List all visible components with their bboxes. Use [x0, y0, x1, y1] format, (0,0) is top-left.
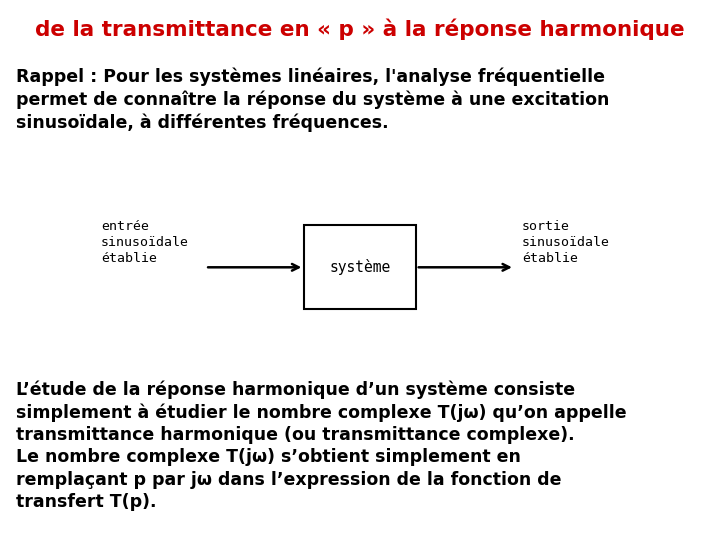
Text: système: système [329, 259, 391, 275]
Bar [304, 226, 416, 309]
Text: entrée
sinusoïdale
établie: entrée sinusoïdale établie [101, 220, 189, 265]
Text: Rappel : Pour les systèmes linéaires, l'analyse fréquentielle
permet de connaîtr: Rappel : Pour les systèmes linéaires, l'… [16, 68, 609, 132]
Text: de la transmittance en « p » à la réponse harmonique: de la transmittance en « p » à la répons… [35, 19, 685, 40]
Text: L’étude de la réponse harmonique d’un système consiste
simplement à étudier le n: L’étude de la réponse harmonique d’un sy… [16, 381, 626, 511]
Text: sortie
sinusoïdale
établie: sortie sinusoïdale établie [522, 220, 610, 265]
